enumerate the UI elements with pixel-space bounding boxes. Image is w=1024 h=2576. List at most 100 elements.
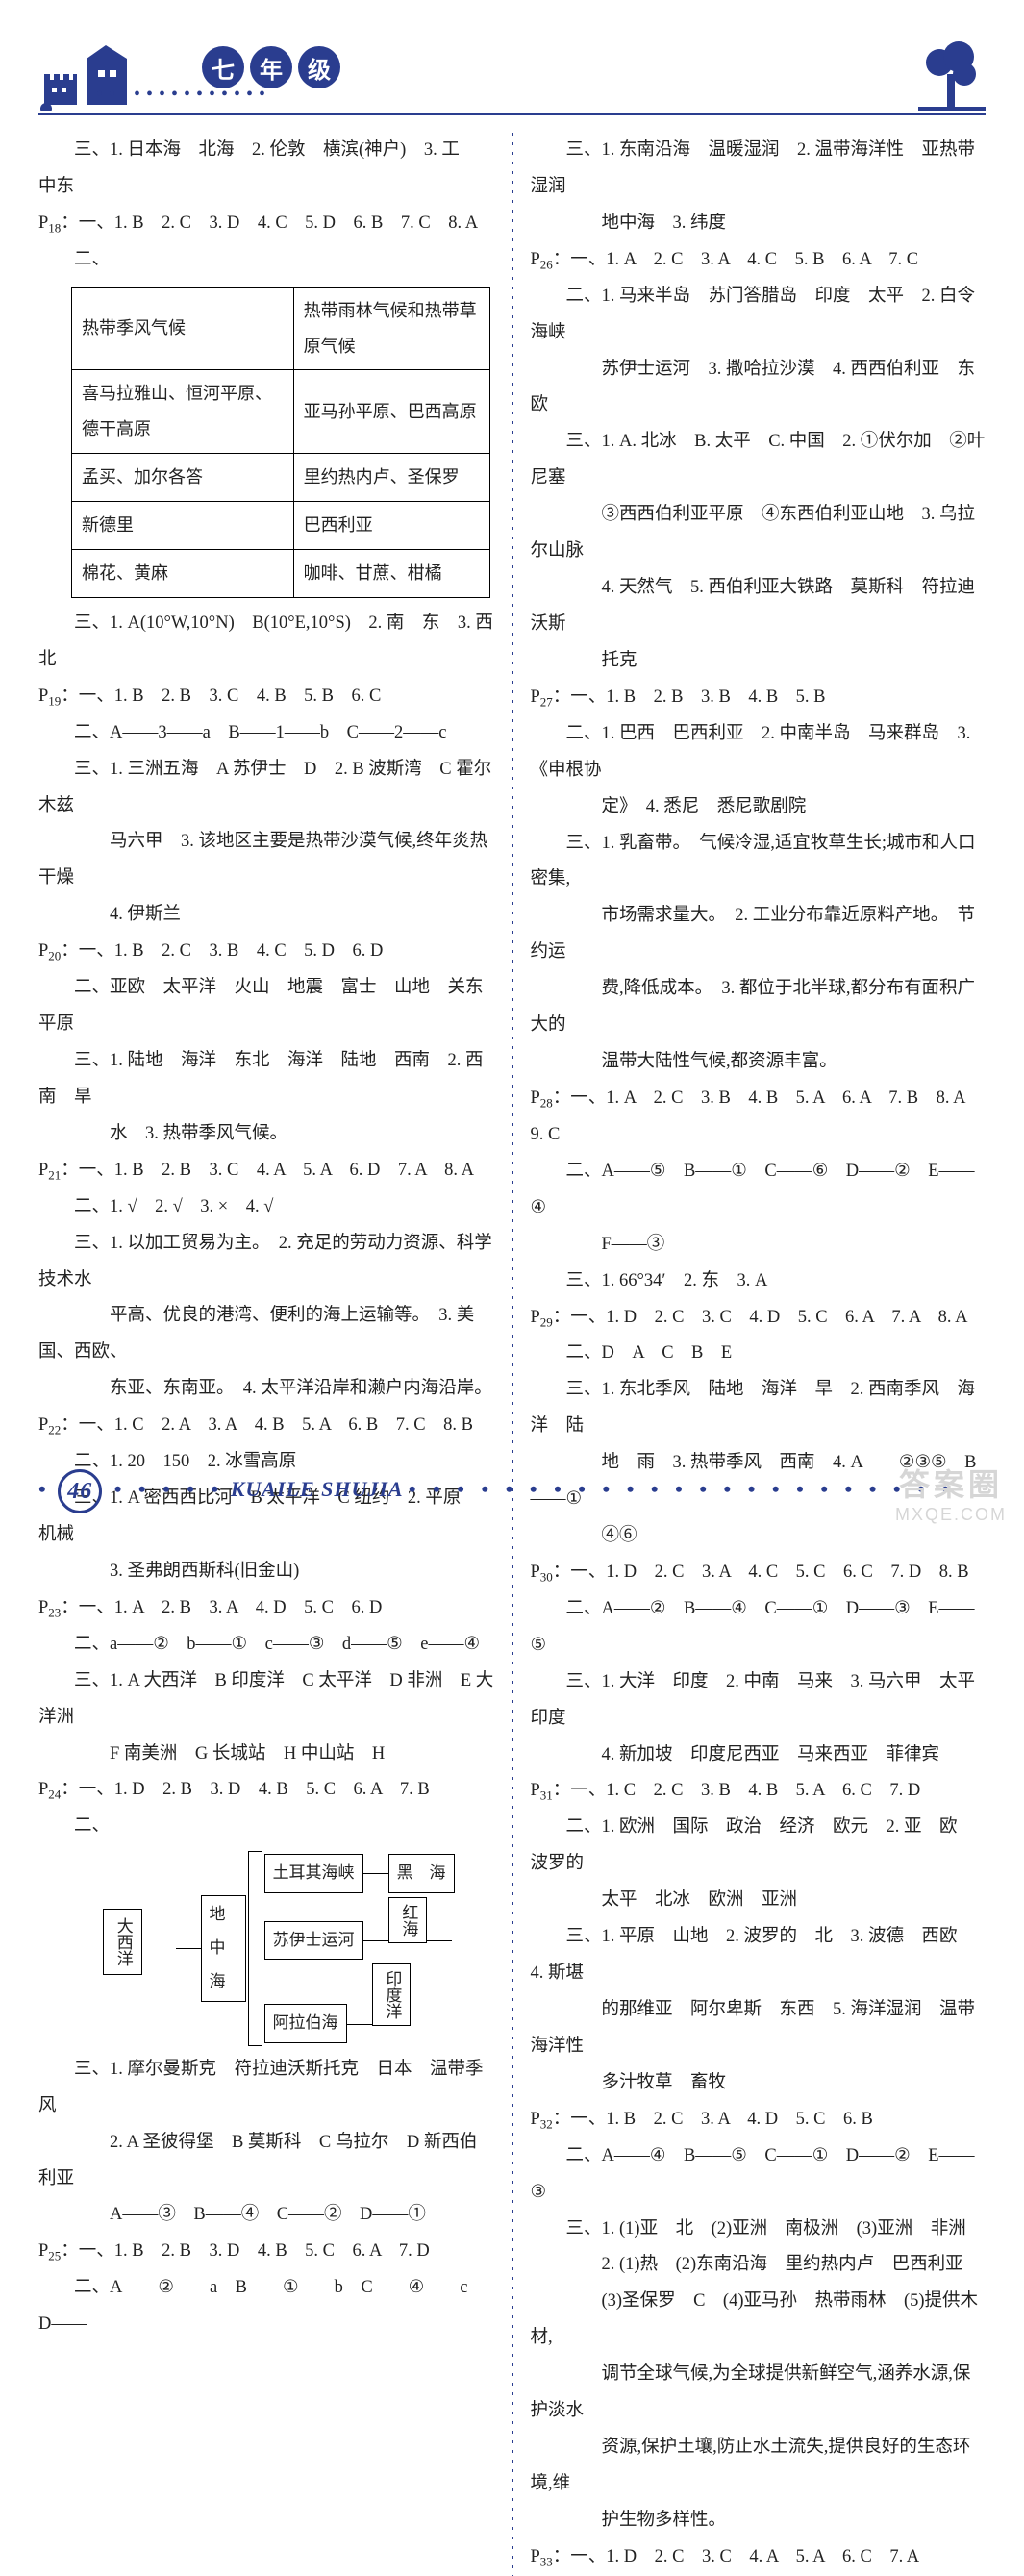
text-line: 市场需求量大。 2. 工业分布靠近原料产地。 节约运 [531, 898, 987, 971]
table-cell: 棉花、黄麻 [72, 550, 294, 598]
table-cell: 新德里 [72, 502, 294, 550]
text-line: 资源,保护土壤,防止水土流失,提供良好的生态环境,维 [531, 2430, 987, 2503]
text-line: 二、A——② B——④ C——① D——③ E——⑤ [531, 1591, 987, 1664]
text-line: 三、1. 平原 山地 2. 波罗的 北 3. 波德 西欧 4. 斯堪 [531, 1919, 987, 1992]
text-line: 二、亚欧 太平洋 火山 地震 富士 山地 关东平原 [38, 970, 494, 1043]
text-line: 地中海 3. 纬度 [531, 206, 987, 242]
table-cell: 热带雨林气候和热带草原气候 [293, 287, 489, 370]
text-line: 二、1. √ 2. √ 3. × 4. √ [38, 1189, 494, 1226]
diagram-connector [176, 1948, 201, 1949]
table-cell: 亚马孙平原、巴西高原 [293, 370, 489, 454]
watermark-url: MXQE.COM [895, 1505, 1007, 1525]
text-line: 苏伊士运河 3. 撒哈拉沙漠 4. 西西伯利亚 东欧 [531, 352, 987, 425]
text-line: 多汁牧草 畜牧 [531, 2065, 987, 2102]
text-line: 护生物多样性。 [531, 2503, 987, 2539]
diagram-box: 印度洋 [372, 1963, 412, 2026]
text-line: 三、1. A. 北冰 B. 太平 C. 中国 2. ①伏尔加 ②叶尼塞 [531, 424, 987, 497]
diagram-box: 黑 海 [388, 1854, 455, 1893]
header-tree-icon [918, 36, 986, 115]
text-line: 2. (1)热 (2)东南沿海 里约热内卢 巴西利亚 [531, 2247, 987, 2284]
grade-badge: 七 年 级 [202, 46, 340, 88]
text-line: 4. 伊斯兰 [38, 897, 494, 934]
text-line: 东亚、东南亚。 4. 太平洋沿岸和濑户内海沿岸。 [38, 1371, 494, 1408]
table-row: 棉花、黄麻咖啡、甘蔗、柑橘 [72, 550, 490, 598]
text-line: 太平 北冰 欧洲 亚洲 [531, 1883, 987, 1919]
text-line: 二、1. 欧洲 国际 政治 经济 欧元 2. 亚 欧 波罗的 [531, 1810, 987, 1883]
footer-dot-icon: • [38, 1477, 52, 1501]
table-cell: 里约热内卢、圣保罗 [293, 454, 489, 502]
text-line: 马六甲 3. 该地区主要是热带沙漠气候,终年炎热干燥 [38, 824, 494, 897]
text-line: P21：一、1. B 2. B 3. C 4. A 5. A 6. D 7. A… [38, 1153, 494, 1189]
text-line: 三、1. (1)亚 北 (2)亚洲 南极洲 (3)亚洲 非洲 [531, 2212, 987, 2248]
diagram-box: 大西洋 [103, 1909, 142, 1975]
table-row: 新德里巴西利亚 [72, 502, 490, 550]
climate-table: 热带季风气候热带雨林气候和热带草原气候 喜马拉雅山、恒河平原、德干高原亚马孙平原… [71, 287, 490, 598]
text-line: 三、1. 大洋 印度 2. 中南 马来 3. 马六甲 太平 印度 [531, 1664, 987, 1738]
diagram-box: 苏伊士运河 [264, 1921, 363, 1961]
text-line: 二、 [38, 1809, 494, 1845]
text-line: A——③ B——④ C——② D——① [38, 2197, 494, 2234]
text-line: F——③ [531, 1227, 987, 1263]
text-line: P19：一、1. B 2. B 3. C 4. B 5. B 6. C [38, 679, 494, 715]
text-line: 三、1. 日本海 北海 2. 伦敦 横滨(神户) 3. 工 中东 [38, 133, 494, 206]
table-row: 热带季风气候热带雨林气候和热带草原气候 [72, 287, 490, 370]
column-divider [512, 133, 513, 2576]
text-line: 费,降低成本。 3. 都位于北半球,都分布有面积广大的 [531, 971, 987, 1044]
page-header: •••••••••••••• 七 年 级 [38, 29, 986, 115]
text-line: 定》 4. 悉尼 悉尼歌剧院 [531, 789, 987, 826]
text-line: 三、1. A(10°W,10°N) B(10°E,10°S) 2. 南 东 3.… [38, 606, 494, 679]
page-number: 46 [58, 1469, 102, 1513]
diagram-box: 土耳其海峡 [264, 1854, 363, 1893]
text-line: 二、 [38, 242, 494, 279]
text-line: P33：一、1. D 2. C 3. C 4. A 5. A 6. C 7. A [531, 2539, 987, 2576]
watermark: 答案圈 MXQE.COM [895, 1461, 1007, 1525]
footer-dots-right: • • • • • • • • • • • • • • • • • • • • … [409, 1477, 955, 1501]
sea-route-diagram: 大西洋 地中海 土耳其海峡黑 海 苏伊士运河红海阿拉伯海印度洋 [67, 1851, 494, 2046]
text-line: 二、D A C B E [531, 1336, 987, 1372]
footer-dots: • • • • • [114, 1477, 225, 1501]
text-line: 三、1. 66°34′ 2. 东 3. A [531, 1263, 987, 1300]
text-line: 二、1. 马来半岛 苏门答腊岛 印度 太平 2. 白令海峡 [531, 279, 987, 352]
grade-char-1: 七 [202, 46, 244, 88]
diagram-box: 阿拉伯海 [264, 2004, 347, 2043]
text-line: 温带大陆性气候,都资源丰富。 [531, 1044, 987, 1081]
text-line: 三、1. 摩尔曼斯克 符拉迪沃斯托克 日本 温带季风 [38, 2052, 494, 2125]
diagram-box: 地中海 [201, 1895, 247, 2002]
text-line: P32：一、1. B 2. C 3. A 4. D 5. C 6. B [531, 2102, 987, 2138]
watermark-text: 答案圈 [895, 1461, 1007, 1505]
text-line: 平高、优良的港湾、便利的海上运输等。 3. 美国、西欧、 [38, 1298, 494, 1371]
grade-char-3: 级 [298, 46, 340, 88]
text-line: P25：一、1. B 2. B 3. D 4. B 5. C 6. A 7. D [38, 2234, 494, 2270]
text-line: ③西西伯利亚平原 ④东西伯利亚山地 3. 乌拉尔山脉 [531, 497, 987, 570]
text-line: F 南美洲 G 长城站 H 中山站 H [38, 1737, 494, 1773]
diagram-box: 红海 [388, 1897, 428, 1943]
content-columns: 三、1. 日本海 北海 2. 伦敦 横滨(神户) 3. 工 中东 P18：一、1… [38, 133, 986, 2576]
table-cell: 巴西利亚 [293, 502, 489, 550]
text-line: 三、1. 乳畜带。 气候冷湿,适宜牧草生长;城市和人口密集, [531, 826, 987, 899]
text-line: 的那维亚 阿尔卑斯 东西 5. 海洋湿润 温带海洋性 [531, 1992, 987, 2065]
text-line: 三、1. 陆地 海洋 东北 海洋 陆地 西南 2. 西南 旱 [38, 1043, 494, 1116]
page-footer: • 46 • • • • • KUAILE SHUJIA • • • • • •… [38, 1469, 955, 1513]
text-line: P31：一、1. C 2. C 3. B 4. B 5. A 6. C 7. D [531, 1773, 987, 1810]
text-line: P22：一、1. C 2. A 3. A 4. B 5. A 6. B 7. C… [38, 1408, 494, 1444]
right-column: 三、1. 东南沿海 温暖湿润 2. 温带海洋性 亚热带湿润 地中海 3. 纬度 … [531, 133, 987, 2576]
text-line: 水 3. 热带季风气候。 [38, 1116, 494, 1153]
table-cell: 孟买、加尔各答 [72, 454, 294, 502]
left-column: 三、1. 日本海 北海 2. 伦敦 横滨(神户) 3. 工 中东 P18：一、1… [38, 133, 494, 2576]
text-line: 二、A——3——a B——1——b C——2——c [38, 715, 494, 752]
table-row: 喜马拉雅山、恒河平原、德干高原亚马孙平原、巴西高原 [72, 370, 490, 454]
table-cell: 热带季风气候 [72, 287, 294, 370]
text-line: 4. 新加坡 印度尼西亚 马来西亚 菲律宾 [531, 1738, 987, 1774]
table-cell: 喜马拉雅山、恒河平原、德干高原 [72, 370, 294, 454]
text-line: (3)圣保罗 C (4)亚马孙 热带雨林 (5)提供木材, [531, 2284, 987, 2357]
text-line: P26：一、1. A 2. C 3. A 4. C 5. B 6. A 7. C [531, 242, 987, 279]
text-line: P27：一、1. B 2. B 3. B 4. B 5. B [531, 680, 987, 716]
text-line: 二、A——④ B——⑤ C——① D——② E——③ [531, 2138, 987, 2212]
table-cell: 咖啡、甘蔗、柑橘 [293, 550, 489, 598]
text-line: 3. 圣弗朗西斯科(旧金山) [38, 1554, 494, 1590]
footer-pinyin: KUAILE SHUJIA [231, 1477, 403, 1501]
text-line: 二、A——⑤ B——① C——⑥ D——② E——④ [531, 1154, 987, 1227]
text-line: 4. 天然气 5. 西伯利亚大铁路 莫斯科 符拉迪沃斯 [531, 570, 987, 643]
text-line: 调节全球气候,为全球提供新鲜空气,涵养水源,保护淡水 [531, 2357, 987, 2430]
text-line: 三、1. 东北季风 陆地 海洋 旱 2. 西南季风 海洋 陆 [531, 1372, 987, 1445]
